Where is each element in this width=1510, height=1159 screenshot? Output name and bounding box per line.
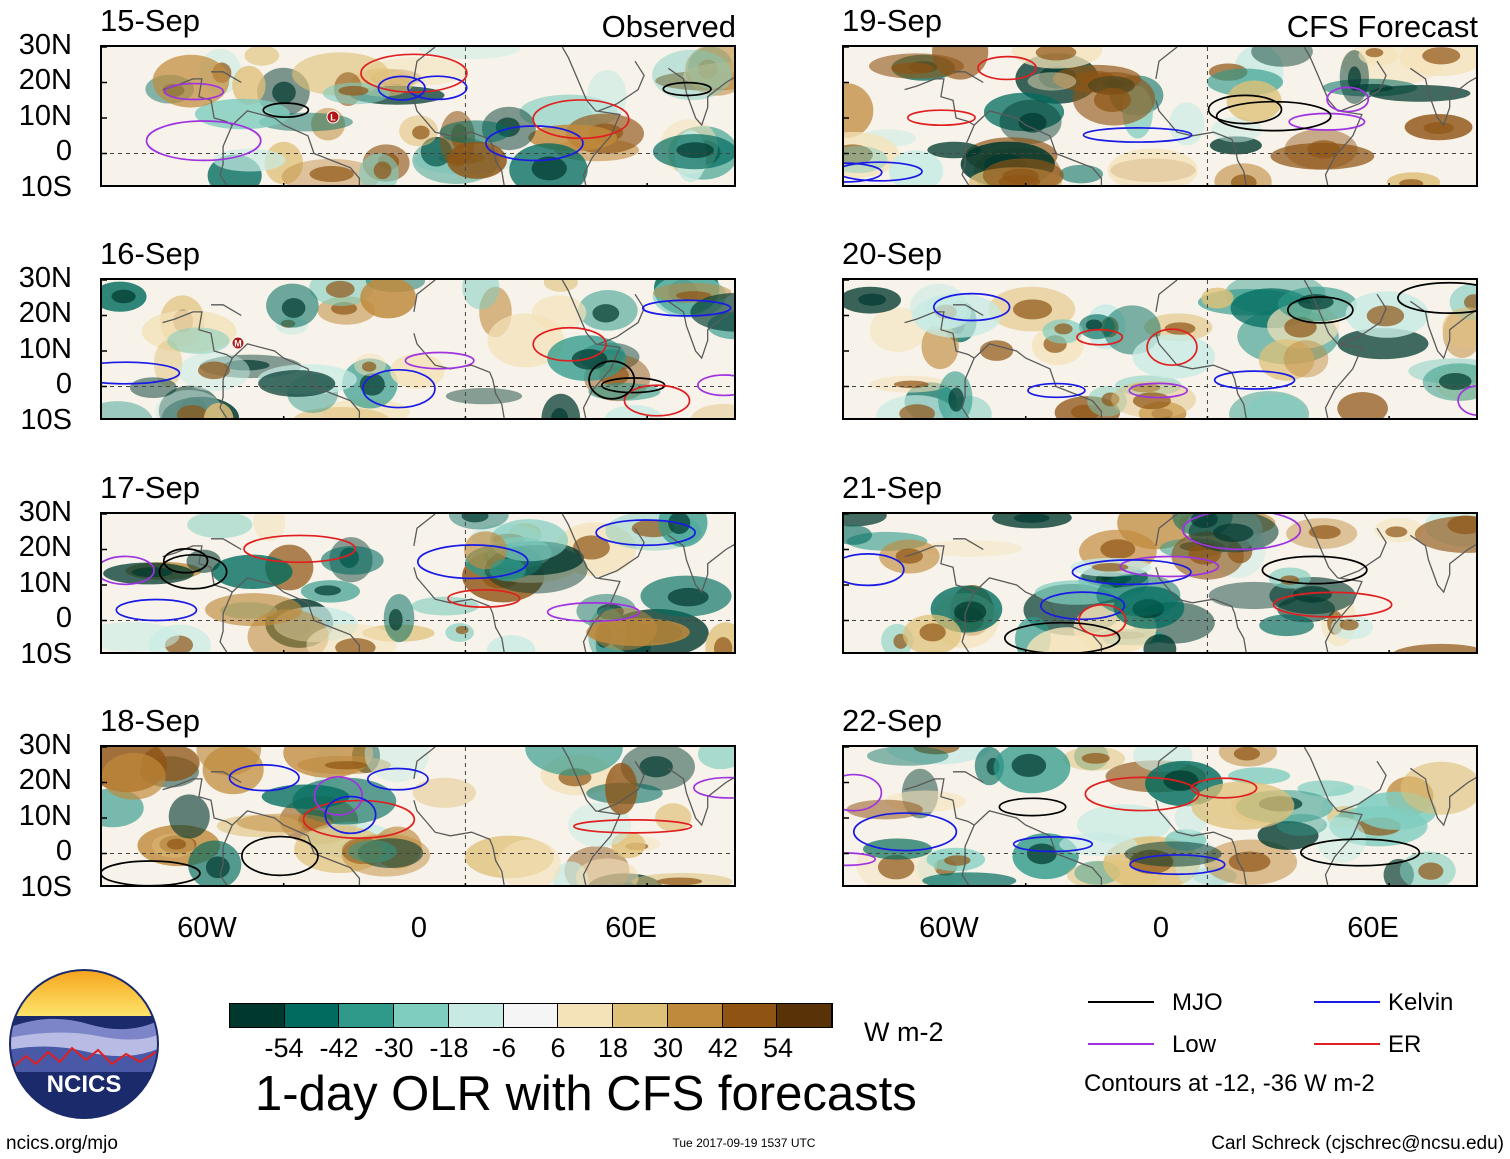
- panel-date: 20-Sep: [842, 236, 942, 271]
- low-legend-line: [1088, 1043, 1154, 1045]
- footer-timestamp: Tue 2017-09-19 1537 UTC: [672, 1136, 816, 1150]
- low-legend-label: Low: [1172, 1031, 1217, 1058]
- olr-map-svg: [844, 514, 1476, 652]
- colorbar-swatch: [777, 1004, 833, 1027]
- colorbar-label: -54: [264, 1033, 304, 1063]
- panel-date: 18-Sep: [100, 703, 200, 738]
- lat-label: 20N: [18, 297, 72, 329]
- olr-map-svg: M: [102, 280, 734, 418]
- footer-credit: Carl Schreck (cjschrec@ncsu.edu): [1211, 1133, 1504, 1154]
- lat-label: 10S: [20, 638, 72, 670]
- panel-date: 19-Sep: [842, 3, 942, 38]
- olr-map: [842, 512, 1478, 654]
- ncics-logo: NCICS: [8, 968, 160, 1120]
- colorbar-label: -42: [319, 1033, 359, 1063]
- contour-note: Contours at -12, -36 W m-2: [1084, 1070, 1375, 1097]
- lat-label: 10S: [20, 404, 72, 436]
- lat-label: 0: [55, 602, 72, 634]
- svg-text:L: L: [330, 113, 336, 123]
- er-legend-label: ER: [1388, 1031, 1422, 1058]
- mjo-legend-line: [1088, 1001, 1154, 1003]
- er-legend-line: [1314, 1043, 1380, 1045]
- colorbar-swatch: [722, 1004, 778, 1027]
- olr-map-svg: [844, 747, 1476, 885]
- lat-label: 30N: [18, 262, 72, 294]
- panel-date: 16-Sep: [100, 236, 200, 271]
- colorbar-swatch: [558, 1004, 614, 1027]
- lat-label: 30N: [18, 496, 72, 528]
- lat-label: 20N: [18, 531, 72, 563]
- lat-label: 0: [55, 135, 72, 167]
- olr-map-svg: L: [102, 47, 734, 185]
- lat-label: 0: [55, 835, 72, 867]
- mjo-legend-label: MJO: [1172, 989, 1223, 1016]
- colorbar: [229, 1003, 833, 1028]
- lat-label: 0: [55, 368, 72, 400]
- colorbar-swatch: [284, 1004, 340, 1027]
- colorbar-swatch: [394, 1004, 449, 1027]
- footer-url[interactable]: ncics.org/mjo: [6, 1133, 118, 1154]
- logo-text: NCICS: [47, 1071, 122, 1098]
- colorbar-swatch: [613, 1004, 668, 1027]
- lat-label: 10N: [18, 800, 72, 832]
- colorbar-label: 6: [550, 1033, 566, 1063]
- lon-label: 60W: [177, 912, 237, 944]
- olr-map: M: [100, 278, 736, 420]
- colorbar-swatch: [448, 1004, 504, 1027]
- olr-map: [842, 745, 1478, 887]
- lon-label: 60E: [1347, 912, 1399, 944]
- lat-label: 30N: [18, 29, 72, 61]
- olr-map: [100, 745, 736, 887]
- olr-map: L: [100, 45, 736, 187]
- colorbar-swatch: [503, 1004, 559, 1027]
- lon-label: 60W: [919, 912, 979, 944]
- lon-label: 60E: [605, 912, 657, 944]
- colorbar-label: 30: [652, 1033, 684, 1063]
- panel-title-observed: Observed: [601, 9, 736, 44]
- olr-map-svg: [844, 47, 1476, 185]
- lat-label: 10S: [20, 171, 72, 203]
- panel-date: 21-Sep: [842, 470, 942, 505]
- colorbar-swatch: [339, 1004, 395, 1027]
- lon-label: 0: [1152, 912, 1170, 944]
- colorbar-label: 18: [597, 1033, 629, 1063]
- colorbar-swatch: [230, 1004, 285, 1027]
- colorbar-label: -30: [374, 1033, 414, 1063]
- main-title: 1-day OLR with CFS forecasts: [255, 1067, 917, 1121]
- kelvin-legend-label: Kelvin: [1388, 989, 1454, 1016]
- panel-date: 15-Sep: [100, 3, 200, 38]
- panel-date: 22-Sep: [842, 703, 942, 738]
- lon-label: 0: [410, 912, 428, 944]
- lat-label: 30N: [18, 729, 72, 761]
- colorbar-unit: W m-2: [864, 1017, 944, 1047]
- colorbar-label: 42: [707, 1033, 739, 1063]
- lat-label: 10S: [20, 871, 72, 903]
- olr-map: [842, 278, 1478, 420]
- olr-map: [842, 45, 1478, 187]
- panel-title-cfs-forecast: CFS Forecast: [1286, 9, 1478, 44]
- colorbar-label: -18: [429, 1033, 469, 1063]
- olr-map: [100, 512, 736, 654]
- colorbar-label: 54: [762, 1033, 794, 1063]
- kelvin-legend-line: [1314, 1001, 1380, 1003]
- svg-text:M: M: [234, 339, 242, 349]
- olr-map-svg: [102, 747, 734, 885]
- lat-label: 10N: [18, 333, 72, 365]
- olr-map-svg: [102, 514, 734, 652]
- lat-label: 20N: [18, 64, 72, 96]
- lat-label: 10N: [18, 100, 72, 132]
- lat-label: 10N: [18, 567, 72, 599]
- colorbar-label: -6: [491, 1033, 516, 1063]
- panel-date: 17-Sep: [100, 470, 200, 505]
- colorbar-swatch: [667, 1004, 723, 1027]
- olr-map-svg: [844, 280, 1476, 418]
- lat-label: 20N: [18, 764, 72, 796]
